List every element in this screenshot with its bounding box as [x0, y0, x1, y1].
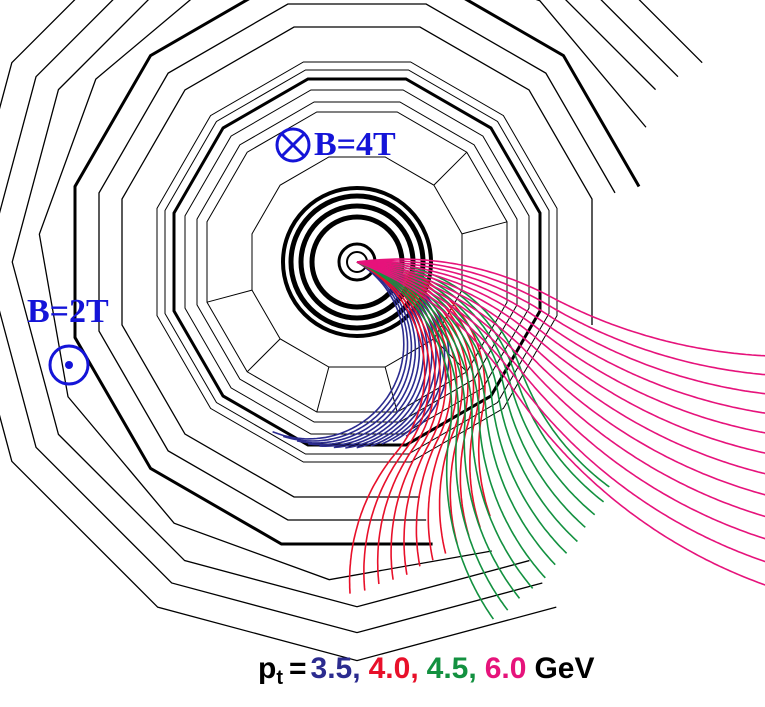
pt-value: 4.0 [369, 652, 411, 685]
muon-layer [39, 0, 646, 580]
pt-symbol: p [258, 652, 276, 685]
pt-value: 3.5 [311, 652, 353, 685]
separator: , [352, 652, 360, 685]
equals: = [289, 652, 307, 685]
outer-field-annotation: B=2T [27, 293, 109, 384]
module-boundary [247, 339, 280, 372]
separator: , [468, 652, 476, 685]
detector-diagram: B=4T B=2T pt=3.5,4.0,4.5,6.0GeV [0, 0, 765, 707]
inner-field-annotation: B=4T [277, 126, 396, 163]
separator: , [410, 652, 418, 685]
annotation: B=4T [314, 126, 396, 163]
module-boundary [207, 290, 252, 302]
field-out-symbol [65, 361, 73, 369]
unit: GeV [534, 652, 594, 685]
pt-value: 6.0 [485, 652, 527, 685]
pt-subscript: t [276, 667, 283, 689]
module-boundary [317, 367, 329, 412]
tracks [273, 259, 765, 619]
annotation: B=2T [27, 293, 109, 330]
module-boundary [434, 152, 467, 185]
pt-value: 4.5 [427, 652, 469, 685]
module-boundary [462, 222, 507, 234]
